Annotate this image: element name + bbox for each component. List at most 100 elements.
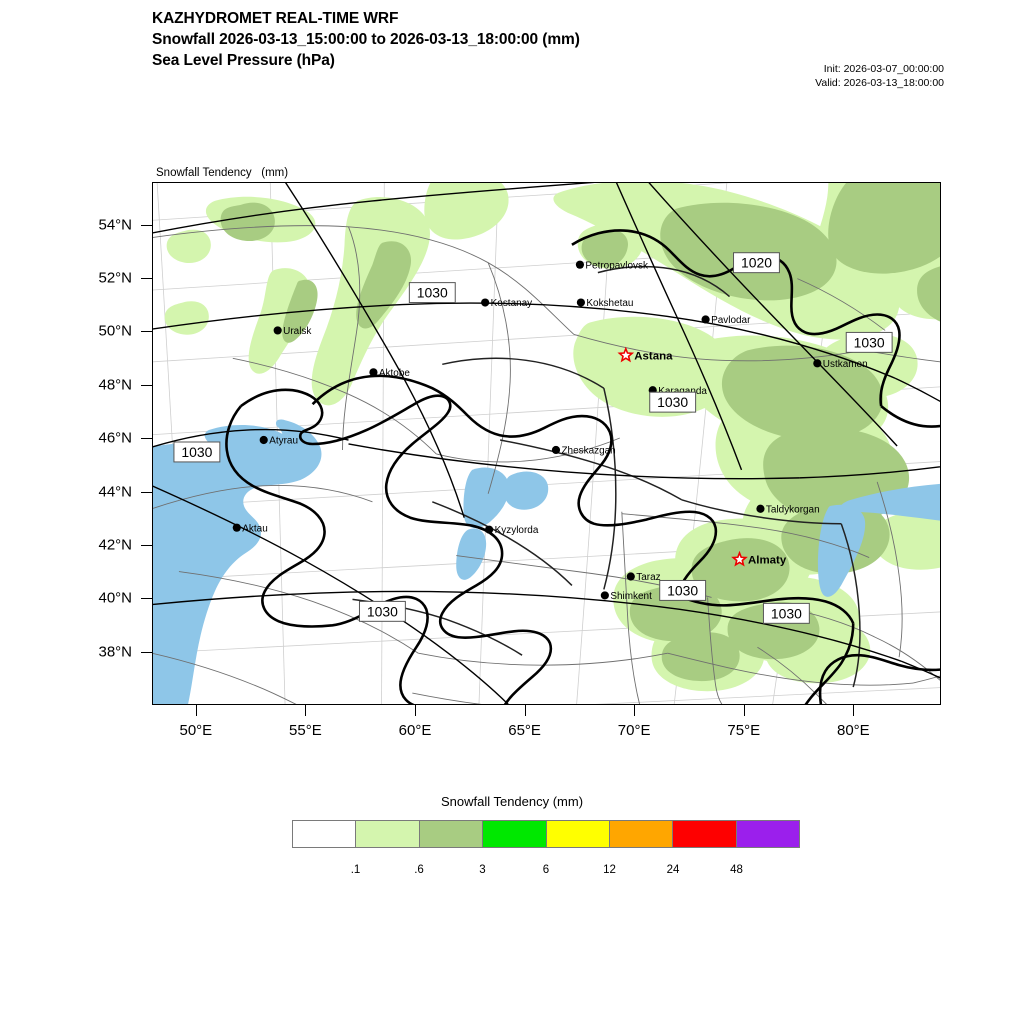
city-marker: Kostanay — [481, 298, 532, 309]
latitude-tick-label: 40°N — [98, 589, 132, 607]
isobar-label: 1030 — [762, 602, 810, 624]
dot-icon — [259, 435, 268, 445]
latitude-tick-mark — [141, 651, 152, 653]
city-label: Karaganda — [658, 386, 707, 397]
colorbar-swatch — [736, 821, 799, 847]
colorbar-tick-label: 3 — [479, 864, 486, 876]
longitude-tick-mark — [743, 705, 745, 716]
isobar-label-text: 1030 — [771, 605, 802, 621]
header-title-block: KAZHYDROMET REAL-TIME WRF Snowfall 2026-… — [152, 8, 772, 71]
city-marker: Uralsk — [273, 326, 311, 337]
dot-icon — [600, 591, 609, 600]
longitude-tick-mark — [305, 705, 307, 716]
colorbar-swatch — [546, 821, 610, 847]
city-label: Almaty — [748, 555, 787, 567]
city-label: Kostanay — [491, 298, 533, 309]
dot-icon — [575, 260, 585, 269]
dot-icon — [232, 523, 241, 532]
city-label: Astana — [634, 351, 673, 363]
colorbar-swatch — [609, 821, 674, 847]
isobar-label: 1030 — [408, 282, 456, 304]
colorbar-tick-label: .1 — [350, 864, 361, 876]
map-canvas: Petropavlovsk Kostanay Kokshetau Pavlodar Ur… — [153, 183, 940, 704]
latitude-tick-label: 44°N — [98, 483, 132, 501]
isobar-label-box — [733, 252, 780, 274]
isobar-label-box — [173, 441, 221, 463]
isobar-label-box — [659, 579, 707, 601]
city-marker: Aktobe — [369, 368, 410, 379]
city-label: Taraz — [636, 572, 660, 583]
city-label: Taldykorgan — [766, 504, 820, 515]
dot-icon — [273, 326, 282, 335]
city-marker: Aktau — [232, 523, 268, 534]
isobar-label-text: 1030 — [367, 603, 398, 619]
latitude-tick-mark — [141, 384, 152, 386]
colorbar-tick-label: 48 — [730, 864, 743, 876]
longitude-tick-mark — [195, 705, 197, 716]
star-icon — [731, 550, 748, 567]
city-marker: Petropavlovsk — [575, 260, 648, 271]
latitude-tick-mark — [141, 331, 152, 333]
latitude-tick-label: 38°N — [98, 643, 132, 661]
longitude-tick-mark — [415, 705, 416, 716]
isobar-label: 1030 — [649, 391, 697, 413]
isobar-label: 1030 — [358, 600, 406, 622]
isobar-label-box — [408, 282, 456, 304]
isobar-label: 1030 — [659, 579, 707, 601]
dot-icon — [369, 368, 378, 377]
city-marker: Taraz — [626, 572, 661, 583]
dot-icon — [576, 298, 586, 307]
isobar-label-text: 1030 — [657, 394, 688, 410]
isobar-label: 1020 — [733, 252, 780, 274]
longitude-tick-mark — [524, 705, 526, 716]
latitude-tick-label: 46°N — [98, 429, 132, 447]
colorbar-swatch — [673, 821, 737, 847]
pressure-label-layer: 1030 1020 1030 1030 1030 1030 1030 1030 — [173, 252, 893, 624]
dot-icon — [551, 445, 561, 455]
city-marker: Kokshetau — [576, 298, 633, 309]
capital-marker: Almaty — [731, 550, 787, 567]
city-label: Aktau — [242, 523, 267, 534]
latitude-tick-mark — [141, 544, 152, 546]
colorbar-swatch — [419, 821, 484, 847]
city-label: Shimkent — [610, 591, 652, 602]
kazakhstan-border — [225, 229, 940, 704]
longitude-tick-label: 70°E — [617, 722, 651, 739]
longitude-tick-label: 65°E — [508, 722, 541, 739]
dot-icon — [481, 298, 490, 307]
isobar-label-text: 1020 — [741, 255, 772, 271]
colorbar-swatch — [483, 821, 547, 847]
capital-marker: Astana — [617, 346, 673, 363]
isobar-label-text: 1030 — [417, 285, 448, 301]
latitude-tick-mark — [141, 491, 152, 493]
dot-icon — [701, 315, 710, 324]
city-label: Uralsk — [283, 326, 311, 337]
colorbar-tick-label: 6 — [542, 864, 550, 876]
city-label: Atyrau — [269, 436, 298, 447]
latitude-tick-label: 50°N — [98, 322, 132, 340]
colorbar-tick-label: .6 — [414, 864, 424, 876]
isobar-label-box — [845, 331, 893, 353]
city-label: Petropavlovsk — [585, 260, 648, 271]
isobar-label-box — [649, 391, 697, 413]
colorbar-tick-label: 24 — [666, 864, 680, 876]
city-marker: Ustkamen — [813, 359, 868, 370]
city-label: Ustkamen — [823, 359, 868, 370]
colorbar-swatch — [356, 821, 420, 847]
isobar-label-text: 1030 — [854, 334, 885, 350]
city-marker: Atyrau — [259, 435, 298, 447]
valid-time-label: Valid: 2026-03-13_18:00:00 — [815, 76, 944, 89]
latitude-tick-label: 52°N — [98, 269, 132, 287]
init-time-label: Init: 2026-03-07_00:00:00 — [823, 63, 944, 75]
latitude-tick-label: 48°N — [98, 376, 132, 394]
city-marker: Zheskazgan — [551, 445, 616, 457]
longitude-tick-mark — [853, 705, 855, 716]
longitude-tick-mark — [634, 705, 636, 716]
isobar-label-text: 1030 — [181, 444, 212, 460]
colorbar-tick-label: 12 — [603, 864, 616, 876]
isobar-label-box — [358, 600, 406, 622]
longitude-tick-label: 55°E — [289, 722, 322, 739]
dot-icon — [813, 359, 822, 368]
latitude-tick-mark — [141, 598, 152, 600]
